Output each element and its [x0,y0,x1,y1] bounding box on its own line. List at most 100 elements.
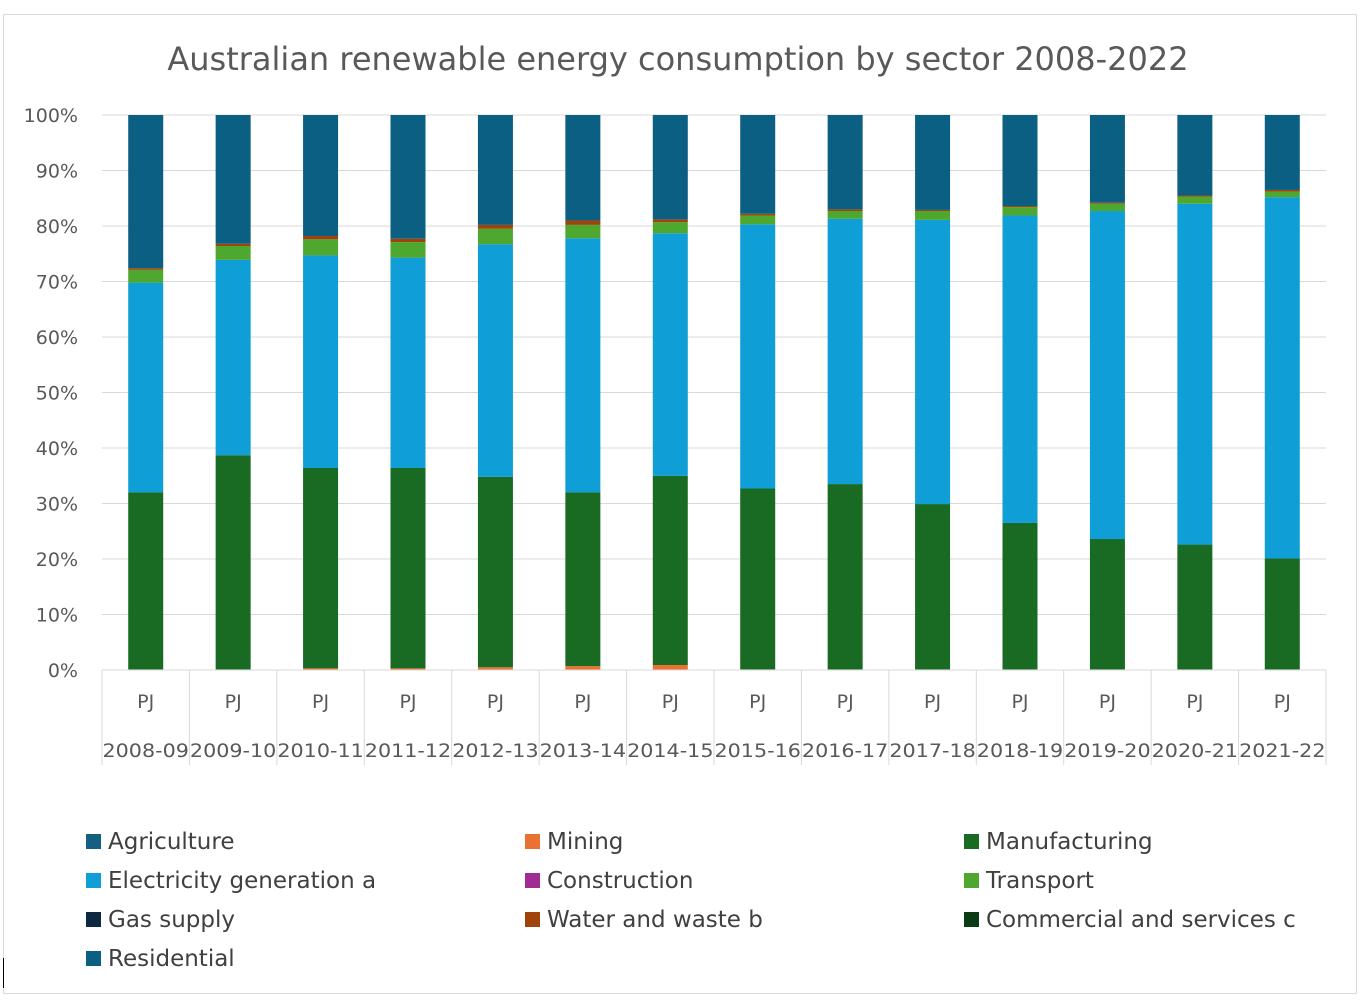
bar-segment [1002,215,1038,523]
y-tick-label: 80% [36,216,78,238]
x-tick-label: 2017-18 [889,740,975,762]
bar-segment [1177,196,1213,204]
legend-swatch [964,912,979,927]
y-tick-label: 10% [36,605,78,627]
x-tick-label: 2020-21 [1152,740,1238,762]
x-tick-label: 2008-09 [103,740,189,762]
x-unit-label: PJ [924,691,941,713]
legend-item: Mining [525,822,964,861]
bar-segment [215,259,251,456]
legend-item: Agriculture [86,822,525,861]
bar-segment [128,282,164,493]
bar-segment [477,228,513,245]
bar-segment [128,115,164,269]
x-tick-label: 2015-16 [715,740,801,762]
bar-segment [1089,202,1125,204]
bar-segment [303,668,339,670]
bar-segment [1089,203,1125,212]
bar-segment [390,238,426,243]
x-tick-label: 2014-15 [627,740,713,762]
bar-segment [827,218,863,485]
bar-segment [477,224,513,229]
bar-segment [827,484,863,670]
legend-label: Manufacturing [986,828,1153,855]
legend-swatch [86,834,101,849]
x-tick-label: 2012-13 [452,740,538,762]
legend-label: Electricity generation a [108,867,377,894]
y-tick-label: 0% [48,660,78,682]
bar-segment [652,219,688,223]
legend-item: Gas supply [86,900,525,939]
bars [128,115,1300,670]
legend-swatch [525,873,540,888]
bar-segment [740,213,776,216]
bar-segment [477,115,513,225]
x-unit-label: PJ [487,691,504,713]
x-unit-label: PJ [399,691,416,713]
bar-segment [1264,115,1300,190]
x-tick-label: 2010-11 [277,740,363,762]
x-unit-label: PJ [749,691,766,713]
legend-label: Residential [108,945,235,972]
axes: 0% 10% 20% 30% 40% 50% 60% 70% 80% 90% 100% PJ 2008-… [24,105,1327,765]
bar-segment [390,242,426,258]
bar-segment [827,209,863,212]
x-tick-label: 2011-12 [365,740,451,762]
x-tick-label: 2019-20 [1064,740,1150,762]
bar-segment [215,245,251,260]
bar-segment [652,233,688,476]
bar-segment [303,235,339,240]
x-tick-label: 2018-19 [977,740,1063,762]
bar-segment [740,115,776,214]
chart-title: Australian renewable energy consumption … [167,40,1188,78]
bar-segment [303,255,339,468]
bar-segment [1002,206,1038,208]
bar-segment [1177,203,1213,545]
legend-swatch [86,912,101,927]
bar-segment [303,239,339,256]
x-tick-label: 2009-10 [190,740,276,762]
legend-label: Agriculture [108,828,235,855]
bar-segment [565,238,601,493]
bar-segment [565,666,601,670]
legend-swatch [525,912,540,927]
bar-segment [390,467,426,669]
bar-segment [565,115,601,221]
bar-segment [128,269,164,283]
bar-segment [477,244,513,477]
bar-segment [652,475,688,665]
bar-segment [1264,189,1300,192]
bar-segment [1264,197,1300,559]
bar-segment [215,455,251,670]
legend-swatch [964,834,979,849]
bar-segment [915,209,951,212]
bar-segment [915,504,951,670]
bar-segment [1002,522,1038,670]
y-tick-label: 50% [36,383,78,405]
x-unit-label: PJ [1099,691,1116,713]
y-tick-label: 70% [36,272,78,294]
x-unit-label: PJ [137,691,154,713]
x-unit-label: PJ [225,691,242,713]
y-tick-label: 20% [36,549,78,571]
legend-swatch [525,834,540,849]
bar-segment [915,211,951,220]
bar-segment [1089,211,1125,540]
y-tick-label: 30% [36,494,78,516]
x-unit-label: PJ [312,691,329,713]
text-cursor [3,958,4,988]
x-unit-label: PJ [837,691,854,713]
bar-segment [1177,115,1213,196]
bar-segment [1264,191,1300,198]
legend-item: Electricity generation a [86,861,525,900]
bar-segment [1089,539,1125,670]
legend-item: Manufacturing [964,822,1346,861]
legend-label: Transport [986,867,1094,894]
bar-segment [303,115,339,236]
bar-segment [215,243,251,246]
x-unit-label: PJ [1011,691,1028,713]
legend-swatch [86,951,101,966]
legend-label: Construction [547,867,694,894]
legend-swatch [86,873,101,888]
